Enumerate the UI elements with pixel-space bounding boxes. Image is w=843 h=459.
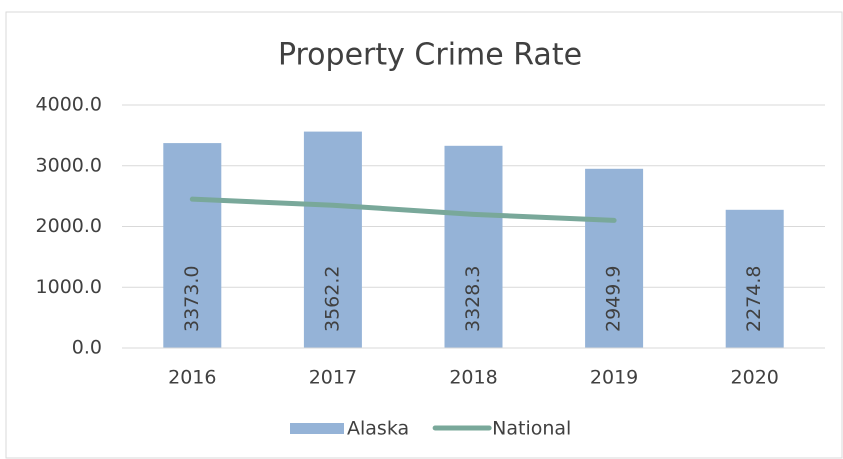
chart-frame [5,11,843,459]
y-tick-label: 2000.0 [36,215,102,237]
data-label: 3562.2 [321,266,343,332]
line [189,196,617,223]
bar [163,143,222,348]
x-tick-label: 2017 [309,367,357,389]
y-tick-label: 1000.0 [36,276,102,298]
legend-swatch [290,423,344,434]
bar [585,168,644,348]
bar [444,145,503,348]
x-tick-label: 2019 [590,367,638,389]
legend-label: Alaska [347,418,409,440]
data-label: 3328.3 [462,266,484,332]
x-tick-label: 2016 [168,367,216,389]
bar [725,209,784,348]
y-tick-label: 4000.0 [36,94,102,116]
y-tick-label: 0.0 [72,337,102,359]
x-tick-label: 2020 [731,367,779,389]
data-label: 2949.9 [603,266,625,332]
bar [303,131,362,348]
legend-label: National [492,418,571,440]
chart-title: Property Crime Rate [278,38,582,73]
data-label: 3373.0 [181,266,203,332]
data-label: 2274.8 [743,266,765,332]
x-tick-label: 2018 [449,367,497,389]
y-tick-label: 3000.0 [36,154,102,176]
